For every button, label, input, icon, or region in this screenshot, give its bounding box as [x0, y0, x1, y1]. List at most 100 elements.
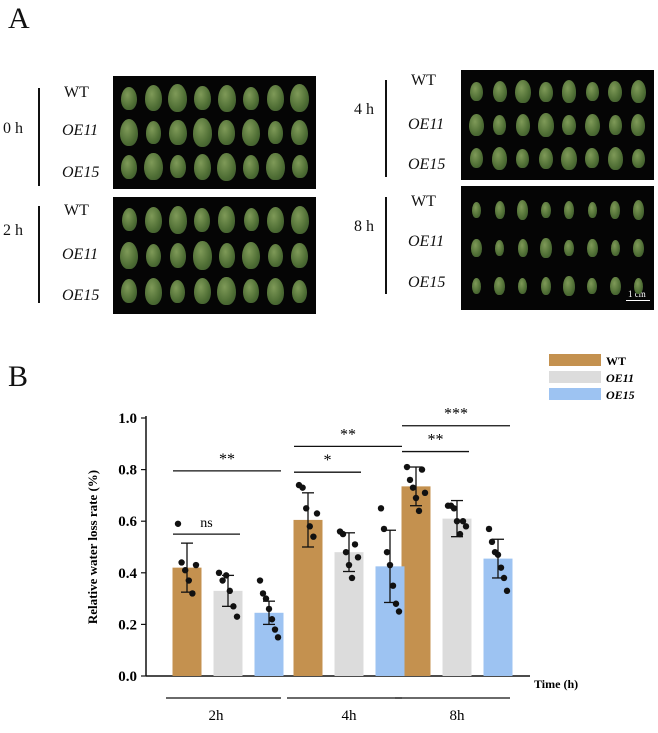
leaf-image — [470, 82, 483, 102]
leaf-image — [292, 155, 308, 179]
scale-bar-label: 1 cm — [628, 289, 646, 299]
legend-label-oe11: OE11 — [606, 371, 634, 385]
leaf-image — [561, 80, 577, 103]
significance-label: ** — [219, 451, 235, 468]
data-point — [345, 561, 353, 569]
data-point — [189, 590, 196, 597]
data-point — [494, 551, 502, 558]
data-point — [303, 505, 310, 512]
data-point — [268, 616, 276, 623]
data-point — [418, 466, 426, 473]
leaf-image — [492, 80, 507, 103]
leaf-image — [218, 120, 235, 145]
leaf-image — [145, 206, 162, 233]
data-point — [226, 587, 233, 595]
data-point — [342, 548, 350, 556]
data-point — [383, 548, 391, 556]
leaf-image — [540, 238, 552, 258]
leaf-image — [540, 277, 552, 295]
leaf-image — [541, 201, 551, 219]
leaf-image — [584, 113, 600, 137]
data-point — [299, 484, 306, 491]
data-point — [219, 577, 226, 584]
significance-label: * — [324, 452, 332, 469]
bracket-line — [385, 197, 387, 294]
data-point — [389, 582, 397, 589]
leaf-image — [633, 239, 644, 257]
leaf-image — [515, 79, 531, 104]
leaf-image — [471, 238, 482, 258]
data-point — [377, 505, 385, 512]
panel-a-leaf-images: A 0 h WT OE11 OE15 2 h WT OE11 OE15 4 h … — [0, 0, 658, 330]
data-point — [503, 587, 511, 595]
leaf-image — [563, 200, 575, 220]
leaf-image — [607, 147, 623, 170]
leaf-image — [144, 277, 163, 305]
data-point — [415, 507, 423, 515]
leaf-image — [193, 241, 212, 270]
leaf-image — [631, 114, 646, 136]
leaf-image — [608, 80, 623, 103]
leaf-image — [471, 202, 482, 218]
data-point — [185, 577, 192, 584]
leaf-image — [266, 85, 285, 111]
data-point — [351, 541, 359, 548]
x-tick-label: 2h — [209, 708, 225, 724]
leaf-image — [169, 242, 187, 269]
data-point — [456, 530, 464, 538]
leaf-image — [469, 113, 484, 137]
leaf-image — [517, 200, 529, 220]
leaf-image — [243, 208, 259, 232]
x-axis-title: Time (h) — [534, 677, 578, 691]
row-label-oe11: OE11 — [408, 116, 445, 133]
leaf-image — [266, 153, 285, 181]
leaf-image — [563, 276, 575, 296]
data-point — [421, 489, 429, 497]
leaf-image — [169, 119, 187, 146]
leaf-photo-2h — [113, 197, 316, 314]
panel-b-chart: B 0.0 0.2 0.4 0.6 0.8 1.0 Relative water loss … — [0, 340, 658, 728]
leaf-image — [120, 154, 138, 179]
leaf-image — [515, 114, 530, 136]
data-point — [354, 554, 362, 561]
leaf-image — [120, 241, 138, 270]
bar-oe11 — [442, 518, 472, 676]
data-point — [386, 561, 394, 569]
leaf-image — [217, 206, 236, 234]
leaf-image — [633, 278, 643, 294]
row-label-wt: WT — [64, 202, 89, 219]
leaf-image — [291, 119, 309, 146]
data-point — [223, 572, 230, 579]
data-point — [230, 603, 237, 610]
data-point — [462, 523, 470, 530]
leaf-image — [170, 155, 186, 179]
data-point — [497, 564, 505, 571]
significance-label: ** — [428, 432, 444, 449]
scale-bar — [626, 300, 650, 301]
row-label-oe15: OE15 — [62, 164, 100, 181]
leaf-image — [121, 208, 137, 232]
legend-label-wt: WT — [606, 354, 626, 368]
leaf-image — [609, 276, 621, 296]
leaf-image — [630, 79, 647, 104]
leaf-image — [469, 148, 484, 169]
data-point — [450, 505, 458, 512]
legend-swatch-oe15 — [549, 388, 601, 400]
data-point — [500, 574, 508, 582]
data-point — [392, 600, 400, 607]
y-tick-label: 1.0 — [118, 411, 137, 427]
leaf-image — [241, 119, 261, 146]
leaf-image — [517, 239, 528, 257]
data-point — [274, 634, 282, 641]
panel-b-letter: B — [8, 360, 29, 393]
data-point — [174, 520, 182, 527]
legend-swatch-oe11 — [549, 371, 601, 383]
leaf-image — [564, 239, 574, 257]
data-point — [259, 590, 267, 597]
timepoint-label-4h: 4 h — [354, 101, 374, 118]
leaf-image — [585, 82, 599, 102]
row-label-oe11: OE11 — [62, 246, 99, 263]
leaf-image — [585, 148, 599, 169]
leaf-image — [290, 84, 310, 113]
leaf-image — [168, 84, 188, 113]
